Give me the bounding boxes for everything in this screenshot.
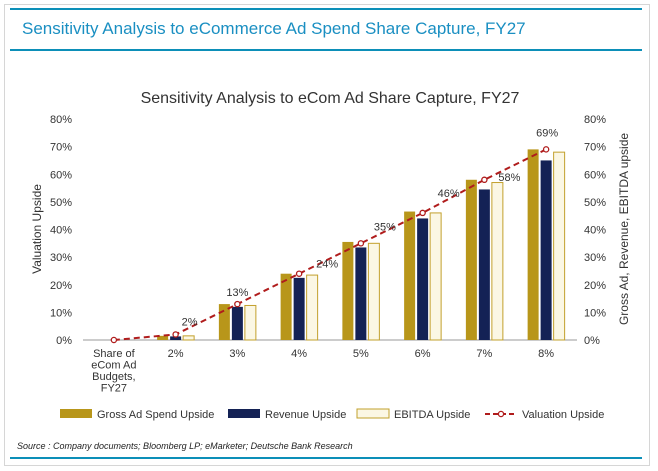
y-tick-label: 50%	[50, 197, 72, 209]
bar-gross-ad-spend	[404, 211, 416, 340]
y2-axis-label: Gross Ad, Revenue, EBITDA upside	[617, 133, 631, 325]
bar-ebitda	[306, 274, 319, 341]
legend-label: Valuation Upside	[522, 409, 604, 421]
legend-label: Gross Ad Spend Upside	[97, 409, 214, 421]
bar-revenue	[417, 218, 429, 340]
top-rule	[10, 8, 642, 10]
valuation-point	[234, 300, 241, 308]
y2-tick-label: 70%	[584, 142, 606, 154]
x-tick-label: 8%	[538, 348, 554, 360]
valuation-data-label: 69%	[536, 127, 558, 139]
legend: Gross Ad Spend Upside Revenue Upside EBITD…	[60, 408, 604, 421]
figure-frame	[4, 4, 650, 466]
x-tick-label: 6%	[415, 348, 431, 360]
bar-ebitda	[429, 212, 442, 341]
bar-revenue	[540, 160, 552, 340]
bar-marks	[157, 149, 566, 341]
valuation-point	[295, 270, 303, 277]
source-note: Source : Company documents; Bloomberg LP…	[17, 441, 353, 451]
bar-ebitda	[553, 151, 566, 341]
y2-tick-label: 0%	[584, 335, 600, 347]
legend-marker	[497, 410, 505, 418]
y-tick-label: 70%	[50, 142, 72, 154]
y2-tick-label: 30%	[584, 252, 606, 264]
valuation-data-label: 46%	[438, 188, 460, 200]
bar-ebitda	[491, 182, 504, 341]
x-tick-label: 7%	[476, 348, 492, 360]
legend-label: Revenue Upside	[265, 409, 346, 421]
valuation-data-label: 13%	[226, 287, 248, 299]
bar-ebitda	[244, 304, 257, 341]
header-rule	[10, 49, 642, 51]
x-tick-label: Budgets,	[92, 371, 135, 383]
valuation-point	[542, 146, 550, 153]
bar-gross-ad-spend	[527, 149, 539, 340]
valuation-point	[172, 331, 179, 338]
valuation-line-group: 2% 13% 24% 35% 46% 58% 69%	[110, 127, 558, 344]
y-tick-label: 30%	[50, 252, 72, 264]
legend-swatch	[228, 409, 260, 418]
valuation-point	[419, 209, 426, 217]
x-tick-label: 5%	[353, 348, 369, 360]
bar-gross-ad-spend	[157, 335, 169, 340]
page-title: Sensitivity Analysis to eCommerce Ad Spe…	[22, 19, 526, 38]
valuation-data-label: 2%	[182, 316, 198, 328]
bar-gross-ad-spend	[280, 273, 292, 340]
bar-revenue	[293, 277, 305, 340]
valuation-line	[113, 148, 547, 341]
valuation-point	[110, 336, 118, 344]
y2-tick-label: 40%	[584, 225, 606, 237]
bar-revenue	[478, 189, 490, 340]
bar-gross-ad-spend	[342, 241, 354, 340]
bar-gross-ad-spend	[218, 304, 230, 340]
y2-tick-label: 50%	[584, 197, 606, 209]
bar-ebitda	[182, 335, 195, 341]
x-tick-label: 2%	[168, 348, 184, 360]
bar-gross-ad-spend	[465, 179, 477, 340]
legend-label: EBITDA Upside	[394, 409, 470, 421]
valuation-data-label: 58%	[498, 172, 520, 184]
valuation-data-label: 35%	[374, 221, 396, 233]
y-tick-label: 80%	[50, 114, 72, 126]
x-tick-label: Share of	[93, 348, 136, 360]
legend-swatch	[60, 409, 92, 418]
y-tick-label: 20%	[50, 280, 72, 292]
y-axis-ticks: 0% 10% 20% 30% 40% 50% 60% 70% 80%	[50, 114, 72, 347]
y-axis-label: Valuation Upside	[30, 184, 44, 274]
chart-title: Sensitivity Analysis to eCom Ad Share Ca…	[141, 90, 520, 107]
y2-tick-label: 10%	[584, 307, 606, 319]
bar-revenue	[170, 336, 182, 340]
y2-axis-ticks: 0% 10% 20% 30% 40% 50% 60% 70% 80%	[584, 114, 606, 347]
bottom-rule	[10, 457, 642, 459]
bar-ebitda	[367, 242, 380, 341]
y2-tick-label: 60%	[584, 169, 606, 181]
y-tick-label: 60%	[50, 169, 72, 181]
y2-tick-label: 20%	[584, 280, 606, 292]
valuation-data-label: 24%	[316, 259, 338, 271]
x-tick-label: FY27	[101, 383, 127, 395]
y-tick-label: 40%	[50, 225, 72, 237]
valuation-point	[481, 176, 488, 184]
legend-swatch	[356, 408, 390, 419]
y-tick-label: 10%	[50, 307, 72, 319]
x-tick-label: eCom Ad	[91, 360, 136, 372]
bar-revenue	[231, 306, 243, 340]
x-tick-label: 4%	[291, 348, 307, 360]
valuation-point	[357, 240, 365, 247]
bar-revenue	[355, 247, 367, 340]
y-tick-label: 0%	[56, 335, 72, 347]
x-tick-label: 3%	[229, 348, 245, 360]
y2-tick-label: 80%	[584, 114, 606, 126]
